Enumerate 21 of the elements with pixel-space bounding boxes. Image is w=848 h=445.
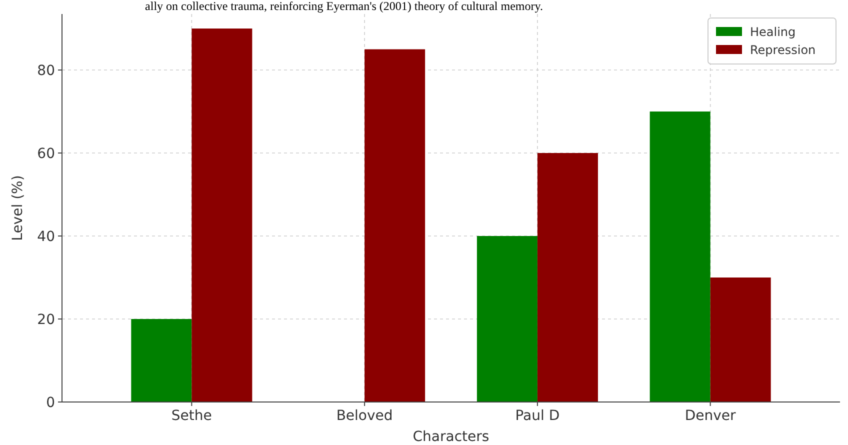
x-tick-label: Sethe <box>171 408 212 424</box>
y-tick-label: 40 <box>37 228 55 245</box>
y-tick-label: 0 <box>46 394 55 411</box>
x-axis-title: Characters <box>412 429 490 445</box>
bar <box>476 236 538 402</box>
legend-label: Healing <box>750 25 796 40</box>
bar <box>364 49 426 402</box>
y-tick-label: 60 <box>37 146 55 162</box>
y-axis-title: Level (%) <box>10 175 26 241</box>
y-tick-label: 20 <box>37 312 55 328</box>
legend-label: Repression <box>750 43 816 58</box>
x-tick-label: Denver <box>684 408 736 424</box>
bar <box>650 112 710 402</box>
x-tick-label: Paul D <box>515 408 560 424</box>
bar <box>537 153 598 402</box>
text: ally on collective trauma, reinforcing Eyerman's (2001) theory of cultural memory. <box>145 0 543 13</box>
y-tick-label: 80 <box>37 62 55 79</box>
bar <box>131 319 192 402</box>
x-tick-label: Beloved <box>336 408 393 424</box>
bar <box>710 278 771 402</box>
bar <box>192 28 252 402</box>
